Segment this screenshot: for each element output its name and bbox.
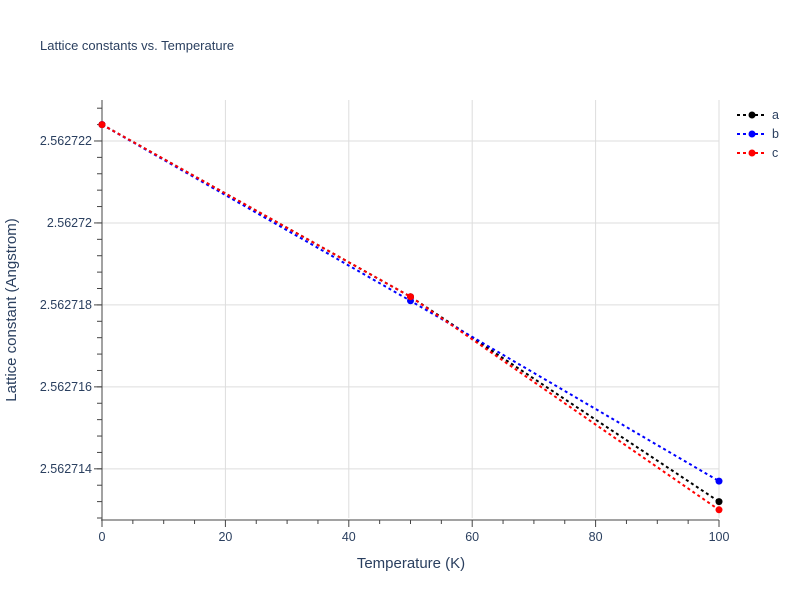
axes bbox=[101, 100, 719, 521]
x-axis-ticks: 0 20 40 60 80 100 bbox=[99, 520, 730, 544]
y-tick-label: 2.562718 bbox=[40, 298, 92, 312]
legend-marker-b bbox=[748, 130, 756, 138]
legend-marker-c bbox=[748, 149, 756, 157]
x-tick-label: 100 bbox=[709, 530, 730, 544]
chart-title: Lattice constants vs. Temperature bbox=[40, 38, 234, 53]
legend-label-c: c bbox=[772, 146, 778, 160]
series-line-c bbox=[101, 123, 720, 511]
legend[interactable]: abc bbox=[737, 108, 779, 160]
data-point-a bbox=[715, 498, 723, 506]
data-point-c bbox=[407, 293, 414, 301]
grid-lines bbox=[102, 100, 720, 518]
data-point-b bbox=[715, 477, 723, 485]
y-tick-label: 2.56272 bbox=[47, 216, 92, 230]
legend-item-c[interactable]: c bbox=[737, 146, 778, 160]
y-tick-label: 2.562716 bbox=[40, 380, 92, 394]
series-line-a bbox=[101, 123, 720, 503]
data-point-c bbox=[715, 506, 723, 514]
x-axis-title: Temperature (K) bbox=[357, 555, 465, 572]
legend-label-b: b bbox=[772, 127, 779, 141]
y-tick-label: 2.562714 bbox=[40, 462, 92, 476]
y-tick-label: 2.562722 bbox=[40, 134, 92, 148]
x-tick-label: 40 bbox=[342, 530, 356, 544]
y-axis-title: Lattice constant (Angstrom) bbox=[3, 218, 20, 401]
x-tick-label: 80 bbox=[589, 530, 603, 544]
legend-item-b[interactable]: b bbox=[737, 127, 779, 141]
x-tick-label: 0 bbox=[99, 530, 106, 544]
legend-marker-a bbox=[748, 111, 756, 119]
x-tick-label: 60 bbox=[465, 530, 479, 544]
y-axis-ticks: 2.562714 2.562716 2.562718 2.56272 2.562722 bbox=[40, 107, 102, 519]
legend-item-a[interactable]: a bbox=[737, 108, 779, 122]
data-point-c bbox=[98, 121, 106, 129]
legend-label-a: a bbox=[772, 108, 779, 122]
x-tick-label: 20 bbox=[218, 530, 232, 544]
series-group bbox=[98, 121, 723, 514]
